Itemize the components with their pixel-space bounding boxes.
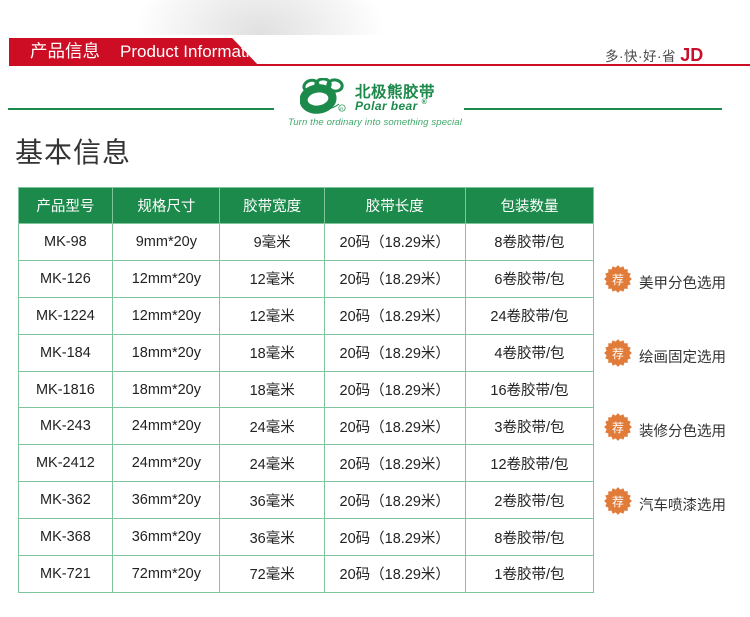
svg-text:荐: 荐 <box>612 347 624 361</box>
svg-text:R: R <box>340 106 343 111</box>
svg-text:荐: 荐 <box>612 495 624 509</box>
svg-text:Product Informati: Product Informati <box>120 42 249 61</box>
svg-text:荐: 荐 <box>612 421 624 435</box>
svg-text:荐: 荐 <box>612 273 624 287</box>
svg-text:产品信息: 产品信息 <box>30 41 100 61</box>
